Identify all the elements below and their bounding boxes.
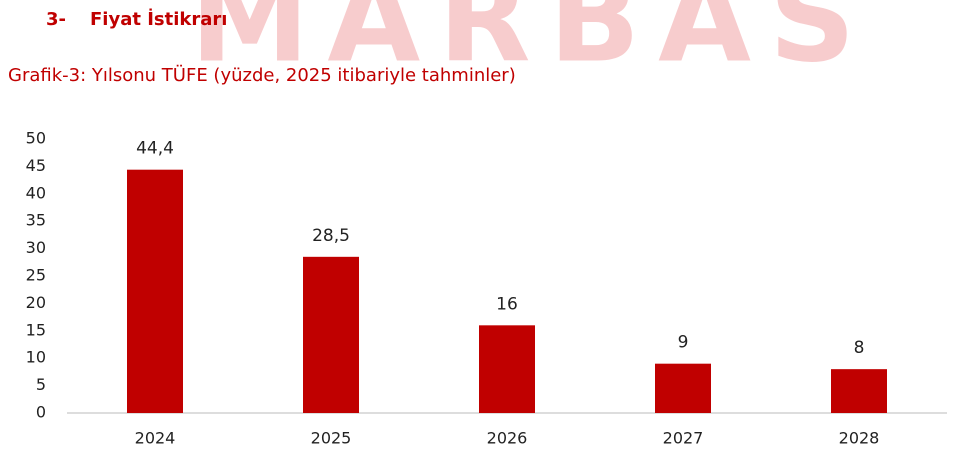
y-tick-label: 40 [26, 183, 46, 202]
bar [127, 169, 183, 413]
y-tick-label: 45 [26, 156, 46, 175]
bar [655, 363, 711, 413]
x-tick-label: 2024 [135, 429, 176, 448]
y-tick-label: 0 [36, 403, 46, 422]
watermark: MARBAS [190, 0, 873, 90]
x-tick-label: 2026 [487, 429, 528, 448]
value-label: 8 [854, 338, 865, 358]
section-number: 3- [46, 9, 66, 30]
y-tick-label: 5 [36, 375, 46, 394]
x-tick-label: 2027 [663, 429, 704, 448]
bar [303, 256, 359, 413]
bar [831, 369, 887, 413]
value-label: 16 [496, 294, 518, 314]
value-label: 28,5 [312, 226, 350, 246]
value-label: 44,4 [136, 139, 174, 159]
y-tick-label: 10 [26, 348, 46, 367]
y-tick-label: 15 [26, 320, 46, 339]
x-tick-label: 2028 [839, 429, 880, 448]
y-tick-label: 35 [26, 211, 46, 230]
y-tick-label: 30 [26, 238, 46, 257]
chart-title: Grafik-3: Yılsonu TÜFE (yüzde, 2025 itib… [8, 64, 516, 86]
section-title: Fiyat İstikrarı [90, 8, 227, 30]
y-tick-label: 50 [26, 129, 46, 148]
y-tick-label: 25 [26, 266, 46, 285]
bar [479, 325, 535, 413]
x-tick-label: 2025 [311, 429, 352, 448]
value-label: 9 [678, 333, 689, 353]
y-tick-label: 20 [26, 293, 46, 312]
